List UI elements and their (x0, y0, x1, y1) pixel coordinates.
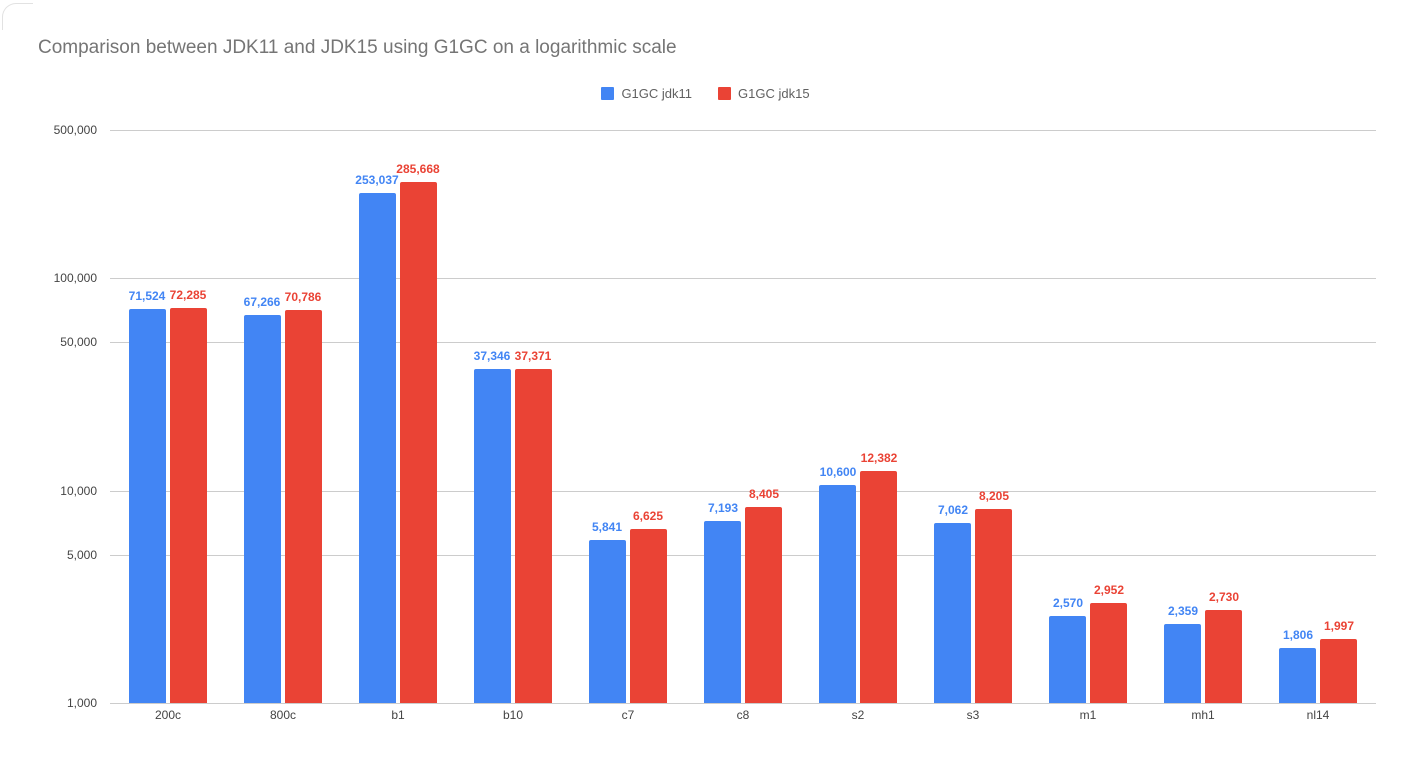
bar-g1gc-jdk15-m1[interactable] (1090, 603, 1127, 703)
y-axis-tick-label: 50,000 (60, 335, 97, 349)
x-axis-tick-label: s3 (966, 708, 980, 722)
bar-g1gc-jdk11-800c[interactable] (244, 315, 281, 703)
bar-g1gc-jdk15-800c[interactable] (285, 310, 322, 703)
data-label-g1gc-jdk11-m1: 2,570 (1052, 596, 1084, 610)
gridline (110, 130, 1376, 131)
gridline (110, 342, 1376, 343)
bar-g1gc-jdk15-b1[interactable] (400, 182, 437, 703)
bar-g1gc-jdk15-s2[interactable] (860, 471, 897, 703)
legend-swatch-jdk11-icon (601, 87, 615, 100)
bar-g1gc-jdk15-mh1[interactable] (1205, 610, 1242, 703)
x-axis-tick-label: c7 (621, 708, 635, 722)
data-label-g1gc-jdk11-b10: 37,346 (473, 349, 511, 363)
bar-g1gc-jdk15-b10[interactable] (515, 369, 552, 703)
data-label-g1gc-jdk15-c8: 8,405 (748, 487, 780, 501)
gridline (110, 555, 1376, 556)
data-label-g1gc-jdk11-c7: 5,841 (591, 520, 623, 534)
y-axis-tick-label: 1,000 (66, 696, 97, 710)
data-label-g1gc-jdk11-mh1: 2,359 (1167, 604, 1199, 618)
chart-title: Comparison between JDK11 and JDK15 using… (38, 37, 677, 58)
bar-g1gc-jdk11-b1[interactable] (359, 193, 396, 703)
gridline (110, 278, 1376, 279)
data-label-g1gc-jdk11-200c: 71,524 (128, 289, 166, 303)
data-label-g1gc-jdk15-s3: 8,205 (978, 489, 1010, 503)
card-corner-border (2, 3, 33, 30)
legend-item-jdk15: G1GC jdk15 (718, 86, 810, 101)
x-axis-tick-label: mh1 (1191, 708, 1215, 722)
bar-g1gc-jdk11-nl14[interactable] (1279, 648, 1316, 703)
bar-g1gc-jdk11-m1[interactable] (1049, 616, 1086, 703)
bar-g1gc-jdk15-c7[interactable] (630, 529, 667, 703)
legend-label-jdk11: G1GC jdk11 (621, 86, 693, 101)
data-label-g1gc-jdk15-b10: 37,371 (514, 349, 552, 363)
x-axis-tick-label: m1 (1079, 708, 1097, 722)
data-label-g1gc-jdk11-b1: 253,037 (355, 173, 399, 187)
data-label-g1gc-jdk11-s3: 7,062 (937, 503, 969, 517)
x-axis-tick-label: b10 (502, 708, 524, 722)
y-axis-tick-label: 100,000 (53, 271, 97, 285)
x-axis-tick-label: 200c (154, 708, 182, 722)
data-label-g1gc-jdk11-s2: 10,600 (819, 465, 857, 479)
bar-g1gc-jdk11-s2[interactable] (819, 485, 856, 703)
bar-g1gc-jdk11-200c[interactable] (129, 309, 166, 703)
data-label-g1gc-jdk15-s2: 12,382 (860, 451, 898, 465)
x-axis-tick-label: 800c (269, 708, 297, 722)
bar-g1gc-jdk15-c8[interactable] (745, 507, 782, 703)
y-axis-tick-label: 5,000 (66, 548, 97, 562)
gridline (110, 491, 1376, 492)
x-axis-tick-label: s2 (851, 708, 865, 722)
chart-legend: G1GC jdk11 G1GC jdk15 (0, 86, 1411, 101)
data-label-g1gc-jdk15-nl14: 1,997 (1323, 619, 1355, 633)
y-axis-tick-label: 10,000 (60, 484, 97, 498)
data-label-g1gc-jdk15-200c: 72,285 (169, 288, 207, 302)
bar-g1gc-jdk11-mh1[interactable] (1164, 624, 1201, 703)
x-axis-tick-label: c8 (736, 708, 750, 722)
data-label-g1gc-jdk15-c7: 6,625 (632, 509, 664, 523)
bar-g1gc-jdk11-c8[interactable] (704, 521, 741, 703)
y-axis-tick-label: 500,000 (53, 123, 97, 137)
x-axis-tick-label: nl14 (1306, 708, 1330, 722)
data-label-g1gc-jdk15-b1: 285,668 (396, 162, 440, 176)
legend-swatch-jdk15-icon (718, 87, 732, 100)
data-label-g1gc-jdk15-m1: 2,952 (1093, 583, 1125, 597)
x-axis-tick-label: b1 (391, 708, 405, 722)
data-label-g1gc-jdk11-c8: 7,193 (707, 501, 739, 515)
bar-g1gc-jdk11-s3[interactable] (934, 523, 971, 703)
data-label-g1gc-jdk15-mh1: 2,730 (1208, 590, 1240, 604)
legend-item-jdk11: G1GC jdk11 (601, 86, 692, 101)
bar-g1gc-jdk15-nl14[interactable] (1320, 639, 1357, 703)
bar-g1gc-jdk11-c7[interactable] (589, 540, 626, 703)
bar-g1gc-jdk11-b10[interactable] (474, 369, 511, 703)
data-label-g1gc-jdk11-800c: 67,266 (243, 295, 281, 309)
bar-g1gc-jdk15-200c[interactable] (170, 308, 207, 703)
data-label-g1gc-jdk11-nl14: 1,806 (1282, 628, 1314, 642)
legend-label-jdk15: G1GC jdk15 (738, 86, 810, 101)
gridline (110, 703, 1376, 704)
data-label-g1gc-jdk15-800c: 70,786 (284, 290, 322, 304)
bar-g1gc-jdk15-s3[interactable] (975, 509, 1012, 703)
